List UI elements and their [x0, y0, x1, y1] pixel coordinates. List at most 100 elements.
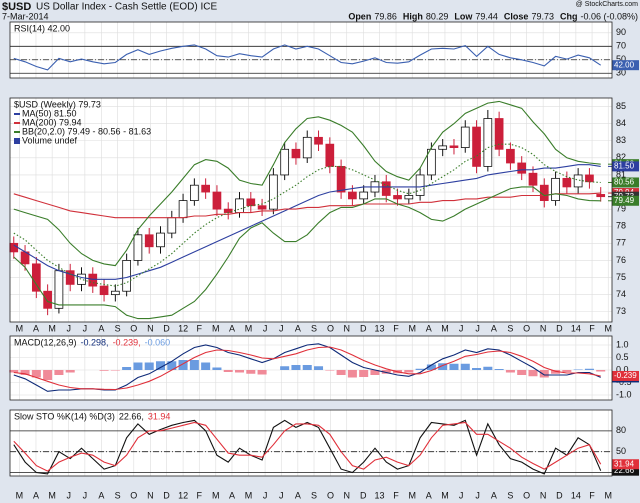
x-tick-label: S: [115, 323, 121, 333]
candle-body: [460, 126, 470, 148]
candle-body: [133, 234, 143, 261]
histogram-bar: [257, 370, 267, 375]
histogram-bar: [31, 370, 41, 378]
x-tick-label: O: [130, 323, 137, 333]
quote-value: 80.29: [426, 11, 449, 21]
histogram-bar: [573, 369, 583, 370]
series-line: [13, 186, 601, 320]
histogram-bar: [562, 370, 572, 372]
candle-body: [528, 172, 538, 186]
histogram-bar: [54, 370, 64, 375]
y-tick-label: 0.0: [616, 364, 629, 374]
value-tag: 31.94: [614, 459, 635, 468]
legend-entry: BB(20,2.0) 79.49 - 80.56 - 81.63: [22, 126, 151, 136]
candle-body: [291, 148, 301, 159]
panel: [10, 22, 612, 78]
y-tick-label: 76: [616, 255, 626, 265]
legend-entry: 31.94: [148, 411, 171, 421]
value-tag: 80.56: [614, 178, 635, 187]
histogram-bar: [189, 360, 199, 370]
histogram-bar: [246, 370, 256, 374]
x-tick-label: D: [360, 490, 367, 500]
x-tick-label: 12: [178, 323, 188, 333]
candle-body: [336, 165, 346, 193]
histogram-bar: [314, 366, 324, 370]
x-tick-label: J: [459, 323, 464, 333]
x-tick-label: 14: [571, 490, 581, 500]
candle-body: [110, 290, 120, 296]
histogram-bar: [167, 361, 177, 370]
candle-body: [573, 174, 583, 188]
series-line: [13, 421, 602, 472]
x-tick-label: J: [475, 323, 480, 333]
x-tick-label: N: [343, 323, 350, 333]
y-tick-label: 81: [616, 169, 626, 179]
value-tag: 81.50: [614, 162, 635, 171]
x-tick-label: J: [66, 323, 71, 333]
x-tick-label: A: [426, 490, 432, 500]
candle-body: [585, 174, 594, 183]
candle-body: [9, 242, 19, 253]
quote-value: 79.44: [475, 11, 498, 21]
y-tick-label: 79: [616, 204, 626, 214]
histogram-bar: [178, 360, 188, 370]
symbol: $USD: [2, 1, 31, 13]
candle-body: [381, 181, 391, 196]
series-line: [13, 164, 601, 280]
x-tick-label: F: [393, 323, 399, 333]
x-tick-label: M: [441, 490, 449, 500]
histogram-bar: [596, 370, 606, 372]
x-tick-label: A: [229, 323, 235, 333]
x-tick-label: S: [507, 323, 513, 333]
candle-body: [404, 195, 414, 200]
x-tick-label: J: [66, 490, 71, 500]
candle-body: [54, 270, 64, 309]
histogram-bar: [539, 370, 549, 378]
x-tick-label: O: [327, 323, 334, 333]
histogram-bar: [65, 370, 75, 373]
date: 7-Mar-2014: [2, 11, 49, 21]
value-tag: 79.49: [614, 196, 635, 205]
quote-label: Low: [454, 11, 473, 21]
x-tick-label: A: [491, 490, 497, 500]
panel-title: MACD(12,26,9): [14, 337, 77, 347]
candle-body: [348, 191, 357, 200]
x-tick-label: O: [130, 490, 137, 500]
value-tag-box: [612, 161, 639, 172]
quote-value: -0.06 (-0.08%): [580, 11, 638, 21]
x-tick-label: M: [245, 323, 253, 333]
y-tick-label: 50: [616, 54, 626, 64]
value-tag-box: [612, 465, 639, 476]
candle-body: [77, 273, 86, 285]
panel: [10, 410, 612, 476]
panel-title: RSI(14) 42.00: [14, 23, 70, 33]
series-line: [13, 346, 601, 391]
histogram-bar: [302, 365, 312, 370]
value-tag-box: [612, 60, 639, 71]
quote-label: Chg: [560, 11, 578, 21]
candle-body: [65, 270, 75, 285]
histogram-bar: [336, 370, 346, 375]
value-tag-box: [612, 177, 639, 188]
candle-body: [43, 290, 52, 309]
candle-body: [122, 260, 131, 292]
x-tick-label: F: [589, 323, 595, 333]
candle-body: [438, 145, 448, 150]
series-line: [13, 100, 601, 267]
value-tag: 42.00: [614, 60, 635, 69]
legend-entry: -0.239,: [113, 337, 141, 347]
candle-body: [144, 234, 154, 248]
quote-label: High: [403, 11, 423, 21]
x-tick-label: M: [212, 490, 220, 500]
x-tick-label: S: [311, 323, 317, 333]
x-tick-label: J: [83, 490, 88, 500]
histogram-bar: [381, 370, 391, 374]
y-tick-label: 84: [616, 118, 626, 128]
histogram-bar: [494, 369, 504, 370]
candle-body: [246, 198, 256, 207]
candle-body: [506, 148, 515, 164]
series-line: [13, 192, 601, 219]
histogram-bar: [291, 365, 301, 370]
histogram-bar: [347, 370, 357, 378]
